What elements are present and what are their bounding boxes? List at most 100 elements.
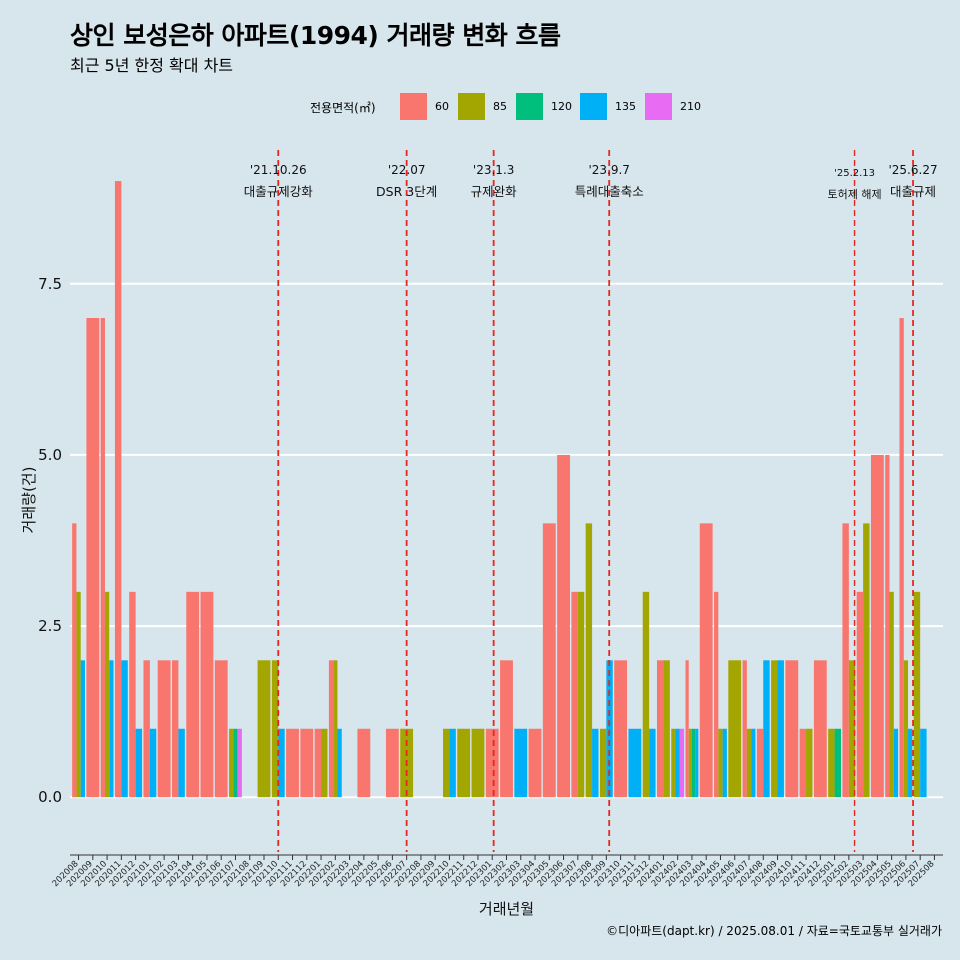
legend-swatch [458,93,485,120]
bar-202407-60 [742,660,747,798]
bar-202502-85 [848,660,856,798]
bar-202501-85 [828,728,835,798]
bar-202110-85 [271,660,279,798]
bar-202505-135 [893,728,899,798]
bar-202503-60 [856,591,864,798]
bar-202409-85 [771,660,778,798]
bar-202312-85 [642,591,650,798]
bar-202307-85 [577,591,585,798]
bar-202312-135 [649,728,656,798]
legend-label: 210 [680,100,701,113]
bar-202011-60 [114,181,122,798]
bar-202301-60 [485,728,499,798]
bar-202202-60 [328,660,334,798]
bar-202405-85 [718,728,723,798]
chart-title: 상인 보성은하 아파트(1994) 거래량 변화 흐름 [70,21,561,50]
bar-202302-60 [500,660,513,798]
bar-202102-60 [157,660,171,798]
bar-202501-120 [834,728,842,798]
event-label: 특례대출축소 [575,184,644,199]
bar-202111-60 [286,728,299,798]
bar-202407-135 [751,728,756,798]
bar-202404-60 [699,523,713,798]
legend-swatch [400,93,427,120]
bar-202306-60 [557,454,570,798]
legend-label: 85 [493,100,507,113]
bar-202408-135 [763,660,770,798]
bar-202507-135 [920,728,927,798]
y-axis-title: 거래량(건) [20,467,38,534]
bar-202401-60 [656,660,664,798]
bar-202409-135 [777,660,784,798]
bar-202106-60 [214,660,228,798]
event-label: 대출규제 [890,184,936,199]
legend-title: 전용면적(㎡) [310,101,376,115]
bar-202010-85 [104,591,110,798]
bar-202012-60 [129,591,136,798]
bar-202011-135 [121,660,128,798]
bar-202505-85 [889,591,894,798]
bar-202206-60 [385,728,399,798]
bar-202010-60 [100,318,105,798]
bar-202309-85 [599,728,607,798]
bar-202012-135 [135,728,143,798]
bar-202506-85 [903,660,909,798]
bar-202401-85 [663,660,670,798]
bar-202403-85 [688,728,692,798]
bar-202305-60 [542,523,556,798]
bar-202202-85 [333,660,338,798]
bar-202402-135 [675,728,680,798]
bar-202308-85 [585,523,593,798]
event-date: '21.10.26 [250,163,307,177]
bar-202107-85 [229,728,234,798]
bar-202507-85 [913,591,921,798]
bar-202412-60 [813,660,827,798]
bars-group [72,181,927,798]
bar-202103-60 [171,660,179,798]
bar-202303-135 [514,728,528,798]
event-label: 규제완화 [471,184,518,199]
bar-202107-210 [237,728,242,798]
bar-202101-60 [143,660,150,798]
bar-202109-85 [257,660,271,798]
x-axis-title: 거래년월 [479,900,534,918]
bar-202505-60 [885,454,890,798]
bar-202008-135 [80,660,85,798]
bar-202311-135 [628,728,642,798]
legend-label: 60 [435,100,449,113]
bar-202308-135 [592,728,599,798]
bar-202411-85 [806,728,813,798]
legend-label: 120 [551,100,572,113]
y-tick-label: 5.0 [38,446,62,464]
bar-202405-135 [722,728,727,798]
event-label: 대출규제강화 [244,184,314,199]
event-date: '25.6.27 [888,163,937,177]
bar-202403-120 [691,728,696,798]
legend-swatch [516,93,543,120]
bar-202502-60 [842,523,849,798]
bar-202408-60 [756,728,764,798]
bar-202411-60 [799,728,807,798]
bar-202009-60 [86,318,100,798]
event-date: '22.07 [388,163,426,177]
event-date: '25.2.13 [834,168,875,179]
bar-202310-60 [614,660,628,798]
y-tick-label: 0.0 [38,788,62,806]
bar-202107-120 [233,728,238,798]
event-date: '23.9.7 [588,163,629,177]
bar-202402-210 [679,728,685,798]
chart-subtitle: 최근 5년 한정 확대 차트 [70,56,234,75]
bar-202403-60 [685,660,689,798]
bar-202405-60 [714,591,719,798]
y-tick-label: 7.5 [38,275,62,293]
event-label: DSR 3단계 [376,184,437,199]
bar-202211-85 [457,728,471,798]
legend-swatch [645,93,672,120]
bar-202008-85 [76,591,81,798]
bar-202212-85 [471,728,485,798]
event-date: '23.1.3 [473,163,514,177]
bar-202104-60 [186,591,200,798]
bar-202210-85 [443,728,450,798]
bar-202403-135 [695,728,699,798]
